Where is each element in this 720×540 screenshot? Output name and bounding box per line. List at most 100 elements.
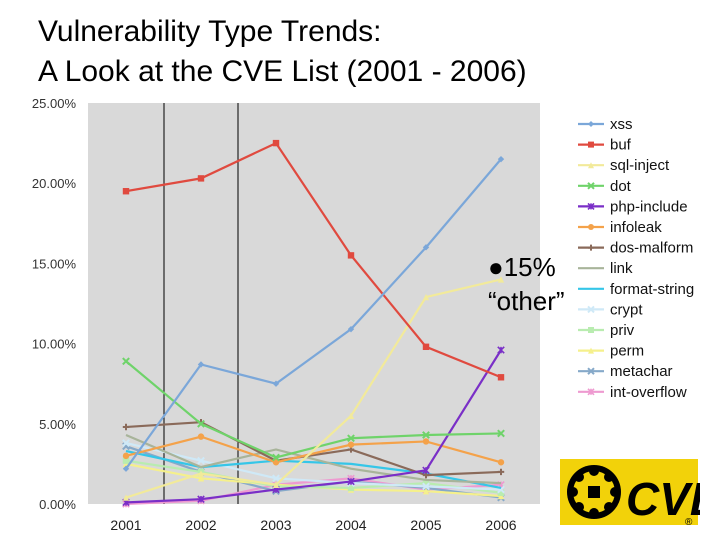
series-format-string	[125, 449, 502, 490]
series-line	[125, 459, 502, 494]
data-point	[497, 155, 505, 163]
series-xss	[122, 155, 505, 472]
legend-item-dos-malform: dos-malform	[578, 240, 693, 257]
data-point	[272, 380, 280, 387]
logo-registered-mark: ®	[685, 517, 693, 528]
legend-label: sql-inject	[610, 157, 670, 174]
data-point	[587, 305, 595, 314]
data-point	[588, 347, 594, 354]
data-point	[197, 475, 205, 482]
data-point	[122, 423, 130, 431]
data-point	[122, 188, 130, 195]
data-point	[588, 327, 594, 333]
y-tick-label: 15.00%	[32, 256, 77, 271]
data-point	[197, 175, 205, 182]
data-point	[197, 361, 205, 368]
series-line	[125, 278, 502, 499]
data-point	[497, 374, 505, 381]
series-line	[125, 434, 502, 485]
legend-label: metachar	[610, 363, 673, 380]
data-point	[422, 244, 430, 251]
data-point	[422, 293, 430, 301]
legend-item-metachar: metachar	[578, 363, 673, 380]
data-point	[497, 492, 505, 500]
y-tick-label: 5.00%	[39, 417, 76, 432]
series-line	[125, 449, 502, 490]
legend-label: priv	[610, 322, 635, 339]
y-tick-label: 20.00%	[32, 176, 77, 191]
data-point	[197, 456, 205, 465]
data-point	[588, 121, 594, 127]
data-point	[587, 388, 595, 396]
data-point	[347, 434, 355, 443]
data-point	[122, 465, 130, 472]
y-axis: 0.00% 5.00% 10.00% 15.00% 20.00% 25.00%	[32, 96, 77, 512]
legend-label: perm	[610, 343, 644, 360]
data-point	[347, 477, 355, 486]
data-point	[122, 439, 130, 447]
series-line	[125, 421, 502, 477]
legend-item-crypt: crypt	[578, 301, 643, 318]
x-axis: 2001 2002 2003 2004 2005 2006	[110, 517, 516, 533]
legend-item-format-string: format-string	[578, 281, 694, 298]
data-point	[422, 343, 430, 351]
title-line-1: Vulnerability Type Trends:	[38, 15, 382, 48]
data-point	[197, 433, 205, 440]
series-lines	[122, 139, 505, 508]
legend-label: php-include	[610, 198, 688, 215]
series-infoleak	[122, 433, 505, 466]
legend-item-buf: buf	[578, 137, 632, 154]
data-point	[422, 438, 430, 445]
legend-item-perm: perm	[578, 343, 644, 360]
cve-logo: CVE ®	[560, 459, 700, 528]
data-point	[347, 412, 355, 419]
series-sql-inject	[122, 276, 505, 501]
series-line	[125, 360, 502, 459]
data-point	[588, 244, 594, 251]
x-tick-label: 2006	[485, 517, 516, 533]
x-tick-label: 2003	[260, 517, 291, 533]
data-point	[587, 182, 595, 190]
series-line	[125, 435, 502, 464]
data-point	[122, 452, 130, 460]
data-point	[422, 479, 430, 487]
series-line	[125, 349, 502, 504]
data-point	[497, 429, 505, 438]
data-point	[272, 139, 280, 147]
data-point	[122, 494, 130, 501]
data-point	[197, 419, 205, 428]
data-point	[587, 202, 595, 210]
title-line-2: A Look at the CVE List (2001 - 2006)	[38, 55, 527, 88]
legend-label: infoleak	[610, 219, 662, 236]
legend-item-dot: dot	[578, 178, 632, 195]
legend-label: link	[610, 260, 633, 277]
legend-item-priv: priv	[578, 322, 635, 339]
data-point	[422, 466, 430, 475]
legend-label: format-string	[610, 281, 694, 298]
series-link	[125, 434, 502, 485]
x-tick-label: 2005	[410, 517, 441, 533]
data-point	[497, 459, 505, 466]
y-tick-label: 10.00%	[32, 337, 77, 352]
data-point	[497, 276, 505, 283]
y-tick-label: 0.00%	[39, 497, 76, 512]
legend-item-link: link	[578, 260, 633, 277]
series-buf	[122, 139, 505, 381]
data-point	[347, 252, 355, 259]
data-point	[272, 481, 280, 488]
logo-text: CVE	[626, 473, 700, 525]
legend-item-int-overflow: int-overflow	[578, 384, 687, 401]
data-point	[272, 459, 280, 466]
series-line	[125, 158, 502, 470]
data-point	[197, 470, 205, 477]
data-point	[588, 141, 594, 148]
legend-item-xss: xss	[578, 116, 633, 133]
legend-item-php-include: php-include	[578, 198, 688, 215]
plot-area	[88, 103, 540, 504]
legend-label: xss	[610, 116, 633, 133]
data-point	[122, 357, 130, 366]
data-point	[272, 474, 280, 483]
data-point	[272, 453, 280, 462]
y-tick-label: 25.00%	[32, 96, 77, 111]
data-point	[588, 224, 594, 230]
